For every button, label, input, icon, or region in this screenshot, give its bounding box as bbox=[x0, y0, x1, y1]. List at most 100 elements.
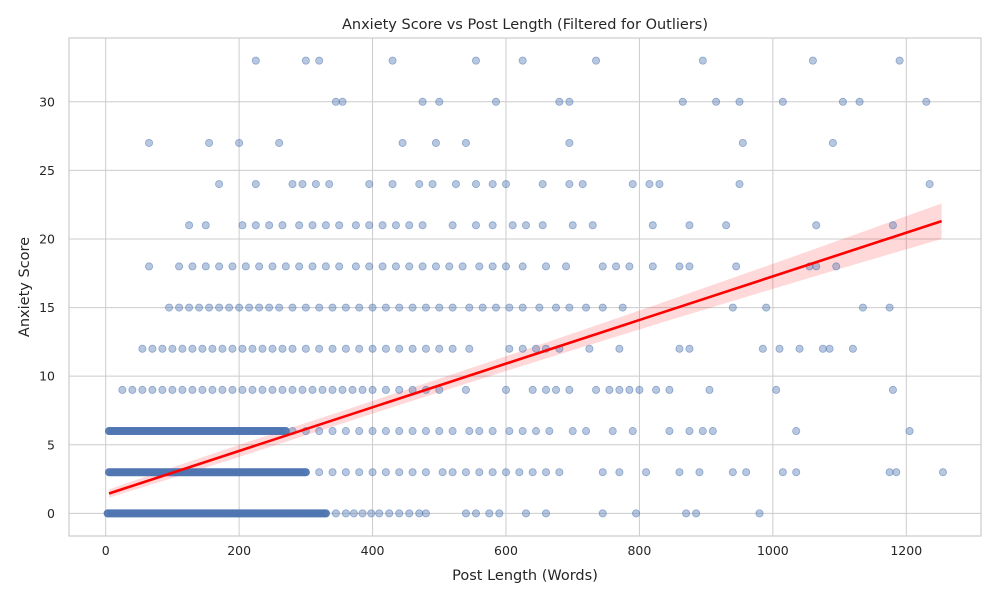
scatter-point bbox=[708, 427, 717, 436]
regression-line bbox=[108, 219, 943, 495]
scatter-point bbox=[201, 262, 210, 271]
scatter-point bbox=[838, 97, 847, 106]
scatter-point bbox=[395, 509, 404, 518]
scatter-point bbox=[351, 221, 360, 230]
scatter-point bbox=[795, 344, 804, 353]
scatter-point bbox=[258, 344, 267, 353]
scatter-point bbox=[542, 385, 551, 394]
scatter-point bbox=[922, 97, 931, 106]
scatter-point bbox=[648, 262, 657, 271]
scatter-point bbox=[421, 427, 430, 436]
scatter-point bbox=[328, 385, 337, 394]
scatter-point bbox=[118, 385, 127, 394]
scatter-point bbox=[925, 180, 934, 189]
scatter-point bbox=[341, 509, 350, 518]
scatter-point bbox=[348, 385, 357, 394]
scatter-point bbox=[368, 303, 377, 312]
scatter-point bbox=[168, 385, 177, 394]
scatter-point bbox=[201, 221, 210, 230]
scatter-point bbox=[341, 427, 350, 436]
scatter-point bbox=[238, 385, 247, 394]
scatter-point bbox=[652, 385, 661, 394]
scatter-point bbox=[792, 427, 801, 436]
scatter-point bbox=[358, 385, 367, 394]
scatter-point bbox=[355, 344, 364, 353]
scatter-point bbox=[535, 303, 544, 312]
scatter-point bbox=[828, 138, 837, 147]
scatter-point bbox=[431, 262, 440, 271]
scatter-point bbox=[365, 262, 374, 271]
scatter-point bbox=[938, 468, 947, 477]
scatter-point bbox=[308, 221, 317, 230]
scatter-point bbox=[298, 180, 307, 189]
scatter-point bbox=[451, 180, 460, 189]
scatter-point bbox=[461, 138, 470, 147]
scatter-point bbox=[128, 385, 137, 394]
scatter-point bbox=[685, 262, 694, 271]
scatter-point bbox=[188, 385, 197, 394]
scatter-point bbox=[605, 385, 614, 394]
scatter-point bbox=[665, 385, 674, 394]
scatter-point bbox=[355, 468, 364, 477]
scatter-point bbox=[395, 344, 404, 353]
scatter-point bbox=[592, 56, 601, 65]
scatter-point bbox=[488, 262, 497, 271]
scatter-point bbox=[818, 344, 827, 353]
scatter-point bbox=[461, 468, 470, 477]
scatter-point bbox=[612, 262, 621, 271]
scatter-point bbox=[255, 303, 264, 312]
scatter-point bbox=[198, 344, 207, 353]
scatter-point bbox=[188, 262, 197, 271]
scatter-point bbox=[375, 509, 384, 518]
x-tick-label: 0 bbox=[102, 543, 110, 558]
scatter-point bbox=[218, 385, 227, 394]
y-tick-label: 25 bbox=[39, 163, 55, 178]
scatter-point bbox=[328, 344, 337, 353]
scatter-point bbox=[178, 344, 187, 353]
scatter-point bbox=[458, 262, 467, 271]
y-tick-label: 30 bbox=[39, 94, 55, 109]
scatter-point bbox=[251, 221, 260, 230]
x-tick-label: 600 bbox=[494, 543, 518, 558]
scatter-point bbox=[732, 262, 741, 271]
scatter-point bbox=[471, 180, 480, 189]
scatter-point bbox=[738, 138, 747, 147]
scatter-point bbox=[281, 427, 290, 436]
scatter-point bbox=[682, 509, 691, 518]
scatter-point bbox=[695, 468, 704, 477]
y-tick-label: 0 bbox=[47, 506, 55, 521]
scatter-point bbox=[301, 468, 310, 477]
scatter-point bbox=[465, 344, 474, 353]
scatter-point bbox=[148, 344, 157, 353]
scatter-point bbox=[138, 344, 147, 353]
scatter-point bbox=[288, 303, 297, 312]
scatter-point bbox=[195, 303, 204, 312]
scatter-point bbox=[415, 509, 424, 518]
scatter-point bbox=[568, 221, 577, 230]
scatter-point bbox=[665, 427, 674, 436]
scatter-point bbox=[491, 303, 500, 312]
scatter-point bbox=[471, 221, 480, 230]
scatter-point bbox=[175, 303, 184, 312]
scatter-point bbox=[675, 344, 684, 353]
scatter-point bbox=[855, 97, 864, 106]
scatter-point bbox=[565, 138, 574, 147]
scatter-point bbox=[615, 385, 624, 394]
scatter-point bbox=[735, 180, 744, 189]
scatter-point bbox=[381, 427, 390, 436]
scatter-point bbox=[321, 262, 330, 271]
scatter-point bbox=[618, 303, 627, 312]
scatter-point bbox=[675, 468, 684, 477]
scatter-point bbox=[315, 468, 324, 477]
x-axis-label: Post Length (Words) bbox=[452, 568, 598, 584]
y-axis-label: Anxiety Score bbox=[17, 237, 33, 337]
scatter-point bbox=[381, 468, 390, 477]
scatter-point bbox=[421, 344, 430, 353]
scatter-point bbox=[381, 344, 390, 353]
scatter-point bbox=[552, 385, 561, 394]
scatter-point bbox=[358, 509, 367, 518]
scatter-point bbox=[722, 221, 731, 230]
scatter-point bbox=[341, 344, 350, 353]
regression-line-layer bbox=[108, 219, 943, 495]
